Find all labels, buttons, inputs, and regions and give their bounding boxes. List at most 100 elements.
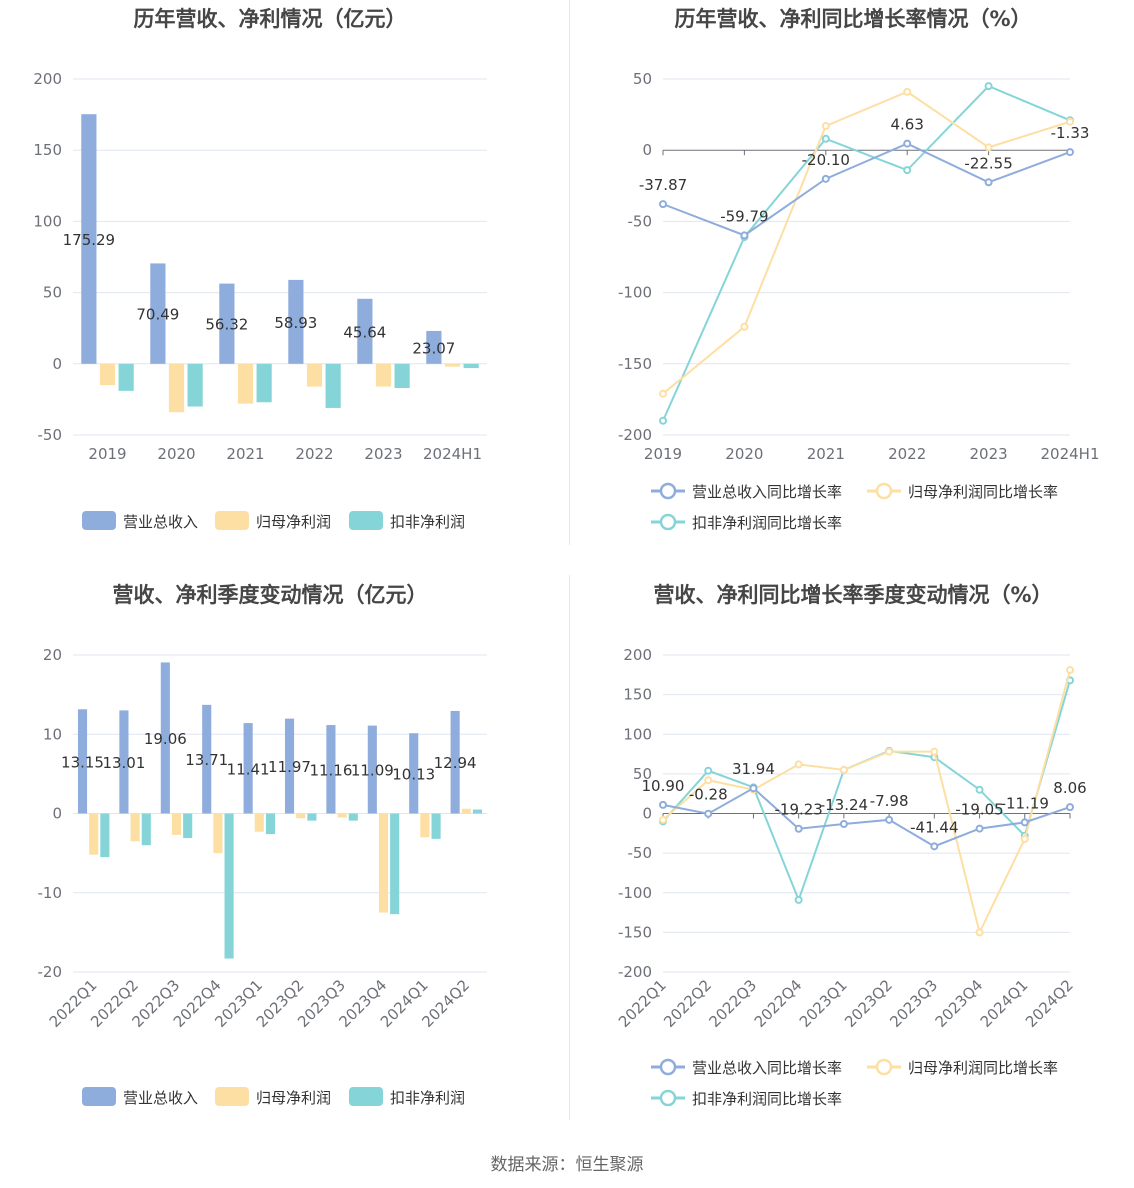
revenue-data-label: 11.41: [227, 760, 270, 778]
x-tick-label: 2022: [295, 445, 333, 463]
deducted-growth-line: [662, 84, 1071, 422]
deducted-bar: [100, 813, 110, 858]
x-tick-label: 2022Q1: [615, 976, 670, 1031]
net-profit-growth-point: [885, 747, 894, 756]
deducted-growth-point: [659, 416, 667, 425]
revenue-growth-point: [704, 809, 713, 818]
deducted-bar: [431, 813, 441, 839]
deducted-bar: [187, 363, 203, 407]
quarterly-revenue-profit-chart: 营收、净利季度变动情况（亿元） 20 10 0 -10 -20 2022Q1 2022Q2 20…: [0, 576, 567, 1152]
deducted-growth-point: [794, 895, 803, 904]
net-profit-bar: [378, 813, 389, 913]
y-tick-label: 200: [33, 70, 62, 88]
legend-item-net-profit: 归母净利润同比增长率: [867, 482, 1058, 501]
y-tick-label: -200: [618, 963, 652, 981]
revenue-bar: [357, 298, 373, 364]
revenue-data-label: 175.29: [63, 231, 116, 249]
x-tick-label: 2021: [807, 445, 845, 463]
revenue-data-label: 11.09: [351, 762, 394, 780]
panel-separator-bottom: [569, 575, 570, 1120]
revenue-data-label: 13.71: [185, 751, 228, 769]
quarterly-growth-rate-chart: 营收、净利同比增长率季度变动情况（%） 200 150 100 50 0 -50 -100 -1…: [567, 576, 1134, 1152]
revenue-growth-point: [975, 824, 984, 833]
deducted-growth-point: [704, 766, 713, 775]
x-tick-label: 2023: [970, 445, 1008, 463]
revenue-growth-data-label: -1.33: [1051, 124, 1090, 142]
y-tick-label: 20: [43, 646, 62, 664]
x-tick-label: 2020: [725, 445, 763, 463]
net-profit-bar: [99, 363, 116, 386]
net-profit-growth-point: [975, 928, 984, 937]
revenue-growth-point: [659, 200, 667, 209]
net-profit-bar: [306, 363, 323, 387]
chart-title: 营收、净利同比增长率季度变动情况（%）: [653, 583, 1052, 607]
deducted-bar: [390, 813, 400, 915]
revenue-growth-data-label: -20.10: [802, 151, 850, 169]
revenue-growth-point: [885, 815, 894, 824]
chart-title: 营收、净利季度变动情况（亿元）: [113, 583, 428, 607]
legend-item-revenue: 营业总收入同比增长率: [651, 482, 842, 501]
revenue-growth-data-label: 4.63: [890, 116, 923, 134]
x-tick-label: 2024Q2: [1022, 976, 1077, 1031]
net-profit-growth-point: [1020, 834, 1029, 843]
y-tick-label: -100: [618, 284, 652, 302]
legend-item-revenue: 营业总收入: [82, 1087, 198, 1107]
annual-growth-rate-chart: 历年营收、净利同比增长率情况（%） 50 0 -50 -100 -150 -200 2019 2…: [567, 0, 1134, 576]
revenue-data-label: 45.64: [343, 323, 386, 341]
y-tick-label: -50: [38, 426, 63, 444]
revenue-bar: [202, 704, 212, 814]
deducted-growth-point: [975, 785, 984, 794]
legend-item-net-profit: 归母净利润同比增长率: [867, 1058, 1058, 1077]
net-profit-bar: [130, 813, 140, 842]
revenue-growth-point: [1066, 803, 1074, 812]
legend-swatch: [349, 511, 383, 530]
legend-label: 归母净利润: [256, 1089, 331, 1107]
legend-swatch: [215, 1087, 249, 1106]
revenue-growth-point: [1066, 148, 1074, 157]
net-profit-bar: [444, 363, 461, 367]
net-profit-bar: [237, 363, 254, 404]
revenue-growth-point: [659, 800, 667, 809]
deducted-growth-point: [984, 82, 993, 91]
net-profit-bar: [171, 813, 182, 835]
net-profit-bar: [168, 363, 185, 413]
x-tick-label: 2019: [644, 445, 682, 463]
quarterly-growth-svg: 营收、净利同比增长率季度变动情况（%） 200 150 100 50 0 -50 -100 -1…: [615, 583, 1087, 1108]
legend-label: 归母净利润同比增长率: [908, 1059, 1058, 1077]
revenue-bar: [450, 710, 460, 814]
legend-label: 营业总收入同比增长率: [692, 483, 842, 501]
y-tick-label: 150: [33, 141, 62, 159]
chart-title: 历年营收、净利情况（亿元）: [134, 7, 407, 31]
x-tick-label: 2023Q1: [796, 976, 851, 1031]
revenue-growth-data-label: -0.28: [689, 786, 728, 804]
revenue-data-label: 11.97: [268, 758, 311, 776]
legend-label: 营业总收入: [123, 513, 198, 531]
y-tick-label: 50: [633, 70, 652, 88]
legend-swatch-marker: [659, 513, 677, 531]
net-profit-bar: [420, 813, 430, 838]
y-tick-label: 50: [633, 765, 652, 783]
revenue-data-label: 19.06: [144, 730, 187, 748]
revenue-bar: [150, 263, 166, 364]
net-profit-bar: [213, 813, 223, 854]
net-profit-growth-line: [662, 669, 1071, 936]
revenue-data-label: 12.94: [434, 754, 477, 772]
revenue-growth-data-label: -41.44: [910, 818, 958, 836]
revenue-growth-point: [984, 178, 993, 187]
net-profit-bar: [254, 813, 264, 832]
revenue-bar: [160, 662, 170, 814]
revenue-data-label: 13.15: [61, 753, 104, 771]
legend-label: 归母净利润: [256, 513, 331, 531]
revenue-growth-point: [749, 784, 758, 793]
revenue-bar: [409, 733, 419, 814]
legend-swatch: [349, 1087, 383, 1106]
y-tick-label: 0: [642, 141, 652, 159]
panel-separator-top: [569, 0, 570, 545]
legend-label: 扣非净利润同比增长率: [692, 1090, 842, 1108]
net-profit-growth-point: [659, 815, 667, 824]
revenue-growth-point: [821, 174, 830, 183]
x-tick-label: 2022Q4: [751, 976, 806, 1031]
legend-swatch: [215, 511, 249, 530]
revenue-growth-data-label: -22.55: [964, 154, 1012, 172]
